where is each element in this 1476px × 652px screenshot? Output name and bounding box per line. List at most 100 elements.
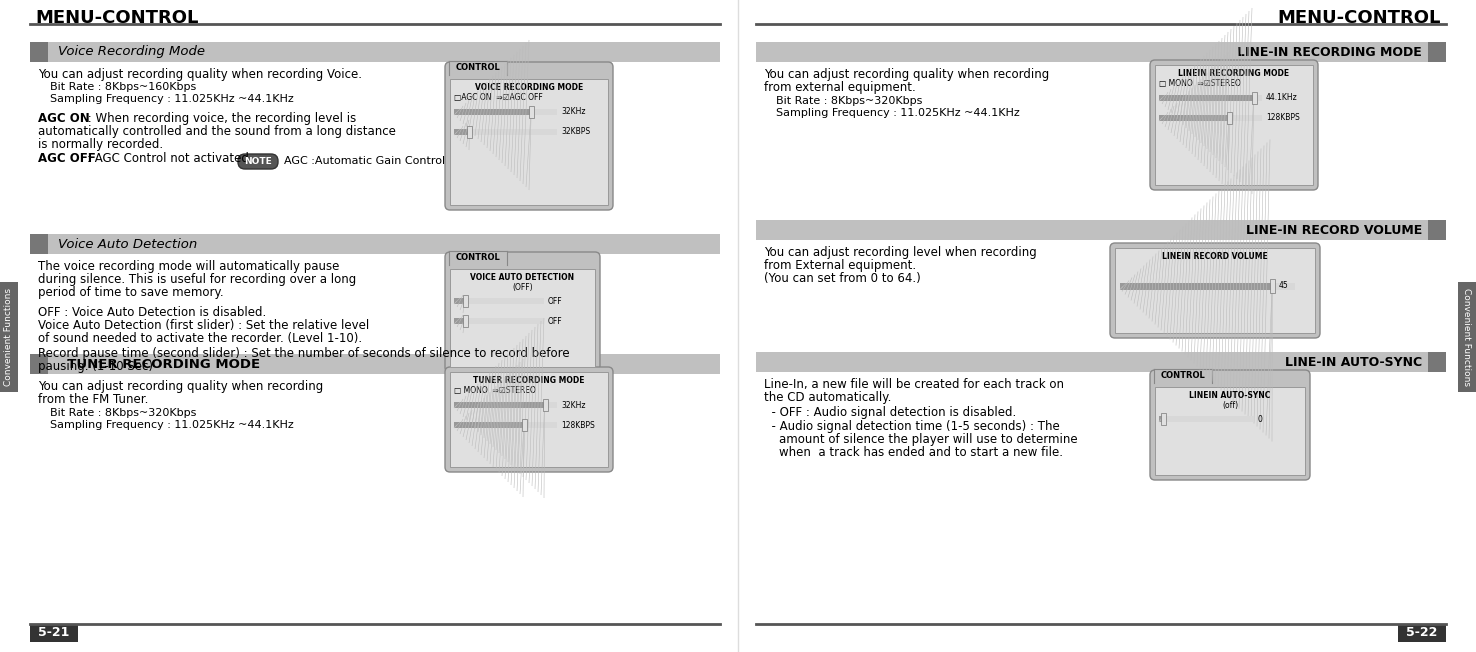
- Text: LINE-IN RECORD VOLUME: LINE-IN RECORD VOLUME: [1246, 224, 1421, 237]
- Bar: [455, 318, 545, 324]
- Bar: [455, 422, 524, 428]
- Text: 32KHz: 32KHz: [561, 108, 586, 117]
- Bar: [1156, 387, 1305, 475]
- Text: Bit Rate : 8Kbps~160Kbps: Bit Rate : 8Kbps~160Kbps: [50, 82, 196, 92]
- Text: OFF: OFF: [548, 297, 562, 306]
- Text: □AGC ON  ⇒☑AGC OFF: □AGC ON ⇒☑AGC OFF: [455, 93, 543, 102]
- Text: from External equipment.: from External equipment.: [765, 259, 917, 272]
- Text: Sampling Frequency : 11.025KHz ~44.1KHz: Sampling Frequency : 11.025KHz ~44.1KHz: [50, 420, 294, 430]
- FancyBboxPatch shape: [444, 252, 601, 372]
- Bar: [1120, 282, 1272, 289]
- Text: (off): (off): [1222, 401, 1238, 410]
- Bar: [450, 79, 608, 205]
- Text: LINEIN RECORDING MODE: LINEIN RECORDING MODE: [1178, 69, 1290, 78]
- Text: LINE-IN AUTO-SYNC: LINE-IN AUTO-SYNC: [1286, 355, 1421, 368]
- Bar: [756, 42, 1446, 62]
- Bar: [455, 129, 556, 135]
- Bar: [1114, 248, 1315, 333]
- Bar: [1427, 42, 1446, 62]
- Bar: [30, 354, 720, 374]
- Text: CONTROL: CONTROL: [456, 63, 500, 72]
- Bar: [455, 298, 465, 304]
- Text: AGC ON: AGC ON: [38, 112, 90, 125]
- Bar: [30, 624, 78, 642]
- Bar: [1427, 220, 1446, 240]
- Text: Voice Auto Detection: Voice Auto Detection: [58, 237, 198, 250]
- Text: OFF: OFF: [548, 316, 562, 325]
- Text: LINEIN RECORD VOLUME: LINEIN RECORD VOLUME: [1162, 252, 1268, 261]
- Text: OFF : Voice Auto Detection is disabled.: OFF : Voice Auto Detection is disabled.: [38, 306, 266, 319]
- Text: You can adjust recording quality when recording: You can adjust recording quality when re…: [765, 68, 1049, 81]
- Bar: [1159, 115, 1230, 121]
- Bar: [455, 109, 531, 115]
- Text: pausing. (1-10 Sec): pausing. (1-10 Sec): [38, 360, 154, 373]
- FancyBboxPatch shape: [444, 62, 613, 210]
- Text: 5-22: 5-22: [1407, 627, 1438, 640]
- Bar: [449, 251, 506, 265]
- Bar: [530, 106, 534, 118]
- Text: is normally recorded.: is normally recorded.: [38, 138, 164, 151]
- Text: Voice Auto Detection (first slider) : Set the relative level: Voice Auto Detection (first slider) : Se…: [38, 319, 369, 332]
- Text: amount of silence the player will use to determine: amount of silence the player will use to…: [765, 433, 1077, 446]
- Bar: [1159, 416, 1163, 422]
- Text: □ MONO  ⇒☑STEREO: □ MONO ⇒☑STEREO: [455, 386, 536, 395]
- Bar: [450, 269, 595, 367]
- Text: TUNER RECORDING MODE: TUNER RECORDING MODE: [474, 376, 584, 385]
- Text: Bit Rate : 8Kbps~320Kbps: Bit Rate : 8Kbps~320Kbps: [776, 96, 922, 106]
- Text: : When recording voice, the recording level is: : When recording voice, the recording le…: [84, 112, 356, 125]
- Text: Bit Rate : 8Kbps~320Kbps: Bit Rate : 8Kbps~320Kbps: [50, 408, 196, 418]
- Bar: [0, 282, 18, 392]
- Bar: [1120, 282, 1294, 289]
- Bar: [756, 352, 1446, 372]
- Bar: [450, 372, 608, 467]
- Text: 128KBPS: 128KBPS: [1266, 113, 1300, 123]
- Text: TUNER RECORDING MODE: TUNER RECORDING MODE: [58, 357, 260, 370]
- Bar: [1154, 369, 1212, 383]
- Text: automatically controlled and the sound from a long distance: automatically controlled and the sound f…: [38, 125, 396, 138]
- Text: □ MONO  ⇒☑STEREO: □ MONO ⇒☑STEREO: [1159, 79, 1241, 88]
- Text: when  a track has ended and to start a new file.: when a track has ended and to start a ne…: [765, 446, 1063, 459]
- Text: - OFF : Audio signal detection is disabled.: - OFF : Audio signal detection is disabl…: [765, 406, 1017, 419]
- Text: during silence. This is useful for recording over a long: during silence. This is useful for recor…: [38, 273, 356, 286]
- Text: (OFF): (OFF): [512, 283, 533, 292]
- Bar: [449, 61, 506, 75]
- Text: the CD automatically.: the CD automatically.: [765, 391, 892, 404]
- Bar: [455, 318, 465, 324]
- Bar: [1160, 413, 1166, 425]
- Text: VOICE RECORDING MODE: VOICE RECORDING MODE: [475, 83, 583, 92]
- Text: Record pause time (second slider) : Set the number of seconds of silence to reco: Record pause time (second slider) : Set …: [38, 347, 570, 360]
- Bar: [463, 315, 468, 327]
- Text: NOTE: NOTE: [244, 157, 272, 166]
- Text: 44.1KHz: 44.1KHz: [1266, 93, 1297, 102]
- Bar: [1159, 416, 1255, 422]
- Bar: [455, 402, 545, 408]
- Bar: [523, 419, 527, 431]
- Bar: [1159, 95, 1262, 101]
- Bar: [455, 129, 469, 135]
- Text: The voice recording mode will automatically pause: The voice recording mode will automatica…: [38, 260, 339, 273]
- FancyBboxPatch shape: [1150, 60, 1318, 190]
- Text: You can adjust recording quality when recording Voice.: You can adjust recording quality when re…: [38, 68, 362, 81]
- Bar: [1252, 92, 1256, 104]
- Text: 0: 0: [1258, 415, 1263, 424]
- Text: Voice Recording Mode: Voice Recording Mode: [58, 46, 205, 59]
- Bar: [30, 234, 720, 254]
- Text: LINE-IN RECORDING MODE: LINE-IN RECORDING MODE: [1237, 46, 1421, 59]
- Text: You can adjust recording level when recording: You can adjust recording level when reco…: [765, 246, 1036, 259]
- Text: CONTROL: CONTROL: [1160, 372, 1206, 381]
- Text: MENU-CONTROL: MENU-CONTROL: [35, 9, 198, 27]
- Text: AGC :Automatic Gain Control: AGC :Automatic Gain Control: [283, 156, 446, 166]
- Text: from external equipment.: from external equipment.: [765, 81, 915, 94]
- FancyBboxPatch shape: [1150, 370, 1311, 480]
- Bar: [1159, 95, 1253, 101]
- Bar: [455, 109, 556, 115]
- Text: of sound needed to activate the recorder. (Level 1-10).: of sound needed to activate the recorder…: [38, 332, 362, 345]
- Text: 32KBPS: 32KBPS: [561, 128, 590, 136]
- Text: Line-In, a new file will be created for each track on: Line-In, a new file will be created for …: [765, 378, 1064, 391]
- Bar: [1227, 112, 1232, 124]
- Text: CONTROL: CONTROL: [456, 254, 500, 263]
- Text: Sampling Frequency : 11.025KHz ~44.1KHz: Sampling Frequency : 11.025KHz ~44.1KHz: [776, 108, 1020, 118]
- Bar: [543, 399, 548, 411]
- Bar: [30, 354, 49, 374]
- Bar: [468, 126, 472, 138]
